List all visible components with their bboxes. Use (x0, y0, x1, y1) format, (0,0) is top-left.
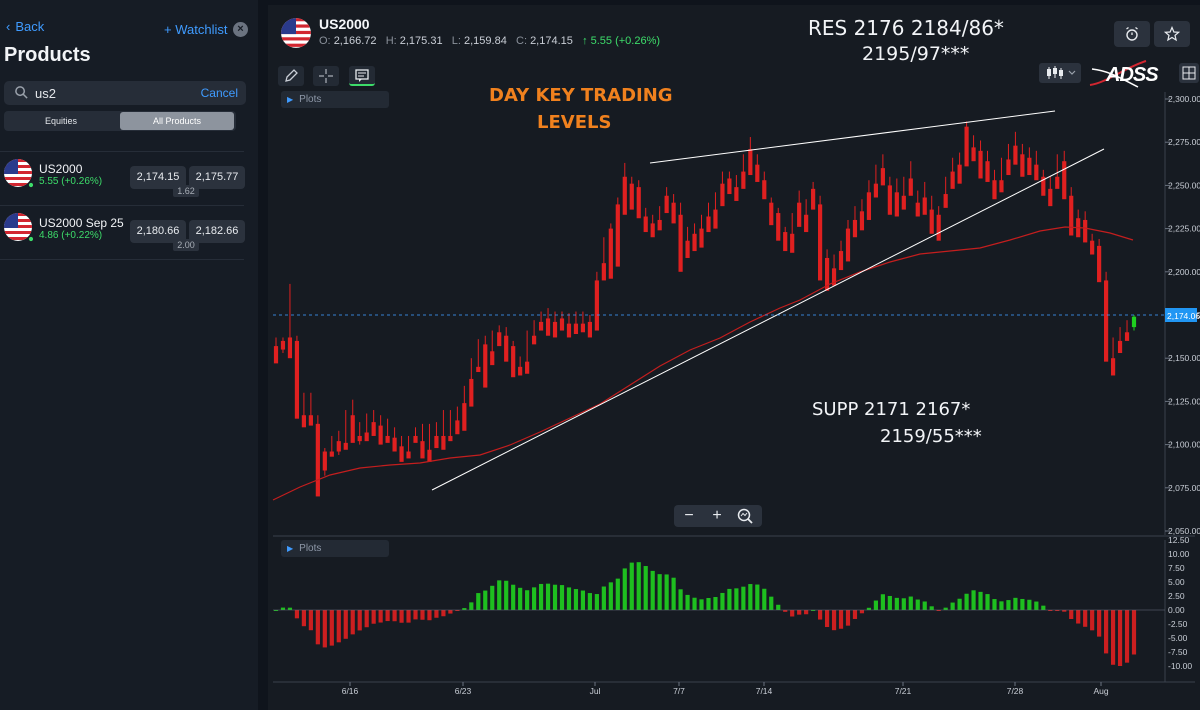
plots-label: Plots (299, 94, 322, 105)
spread-value: 1.62 (173, 185, 199, 197)
crosshair-tool-button[interactable] (313, 66, 339, 86)
close-label: C: (516, 35, 527, 47)
low-value: 2,159.84 (464, 35, 507, 47)
cancel-search-button[interactable]: Cancel (200, 86, 238, 100)
plots-button[interactable]: ▶ Plots (281, 91, 389, 108)
brand-name: ADSS (1106, 64, 1159, 86)
plots-label: Plots (299, 543, 322, 554)
sell-price-button[interactable]: 2,174.15 (130, 166, 186, 189)
zoom-out-button[interactable]: − (684, 507, 694, 524)
divider (0, 151, 244, 152)
search-input[interactable]: us2 (35, 86, 56, 101)
add-to-watchlist-button[interactable]: + Watchlist (164, 22, 228, 37)
close-icon[interactable]: × (233, 22, 248, 37)
zoom-in-button[interactable]: + (712, 507, 722, 524)
favorite-button[interactable] (1154, 21, 1190, 47)
alarm-clock-icon (1126, 26, 1138, 41)
open-label: O: (319, 35, 331, 47)
search-field[interactable]: us2 Cancel (4, 81, 246, 105)
tab-equities[interactable]: Equities (44, 116, 78, 126)
spread-value: 2.00 (173, 239, 199, 251)
product-row-us2000-sep25[interactable]: US2000 Sep 25 4.86 (+0.22%) 2,180.66 2,1… (0, 206, 258, 258)
resistance-levels: RES 2176 2184/86* (808, 16, 1004, 40)
products-sidebar: ‹ Back + Watchlist × Products us2 Cancel … (0, 0, 258, 710)
play-icon: ▶ (287, 95, 294, 104)
us-flag-icon (4, 213, 33, 242)
candlestick-icon (1047, 66, 1076, 79)
adss-logo: ADSS (1086, 57, 1162, 91)
chart-panel: US2000 O: 2,166.72 H: 2,175.31 L: 2,159.… (268, 5, 1200, 710)
product-change: 5.55 (+0.26%) (39, 176, 103, 187)
pencil-icon (285, 69, 298, 82)
zoom-controls: − + (674, 505, 762, 527)
back-button[interactable]: ‹ Back (6, 19, 44, 34)
product-name: US2000 (39, 162, 83, 176)
comment-icon (355, 69, 369, 82)
us-flag-icon (281, 18, 311, 48)
support-levels: SUPP 2171 2167* (812, 399, 971, 420)
chevron-left-icon: ‹ (6, 19, 11, 34)
resistance-levels-2: 2195/97*** (862, 43, 970, 65)
divider (0, 205, 244, 206)
search-icon (15, 86, 28, 99)
product-name: US2000 Sep 25 (39, 216, 124, 230)
zoom-reset-button[interactable] (732, 506, 758, 526)
indicator-plots-button[interactable]: ▶ Plots (281, 540, 389, 557)
tab-all-products[interactable]: All Products (120, 112, 234, 130)
product-change: 4.86 (+0.22%) (39, 230, 103, 241)
chart-heading: DAY KEY TRADING (489, 85, 673, 106)
back-label: Back (15, 19, 45, 34)
grid-icon (1182, 66, 1196, 80)
high-label: H: (385, 35, 397, 47)
zoom-fit-icon (737, 508, 753, 524)
sell-price-button[interactable]: 2,180.66 (130, 220, 186, 243)
ohlc-readout: O: 2,166.72 H: 2,175.31 L: 2,159.84 C: 2… (319, 35, 660, 47)
crosshair-icon (319, 69, 333, 83)
buy-price-button[interactable]: 2,182.66 (189, 220, 245, 243)
high-value: 2,175.31 (399, 35, 443, 47)
divider (0, 259, 244, 260)
change-value: ↑ 5.55 (+0.26%) (582, 35, 661, 47)
us-flag-icon (4, 159, 33, 188)
low-label: L: (451, 35, 461, 47)
more-options-button[interactable] (1179, 63, 1199, 83)
instrument-symbol: US2000 (319, 16, 370, 32)
product-filter-tabs: Equities All Products (4, 111, 236, 131)
draw-tool-button[interactable] (278, 66, 304, 86)
play-icon: ▶ (287, 544, 294, 553)
support-levels-2: 2159/55*** (880, 426, 982, 447)
product-row-us2000[interactable]: US2000 5.55 (+0.26%) 2,174.15 2,175.77 1… (0, 152, 258, 204)
annotation-tool-button[interactable] (349, 66, 375, 86)
open-value: 2,166.72 (333, 35, 377, 47)
price-alert-button[interactable] (1114, 21, 1150, 47)
close-value: 2,174.15 (530, 35, 573, 47)
page-title: Products (4, 44, 91, 66)
star-icon (1164, 26, 1180, 42)
chart-heading-2: LEVELS (537, 112, 612, 133)
buy-price-button[interactable]: 2,175.77 (189, 166, 245, 189)
chart-type-dropdown[interactable] (1039, 63, 1081, 83)
